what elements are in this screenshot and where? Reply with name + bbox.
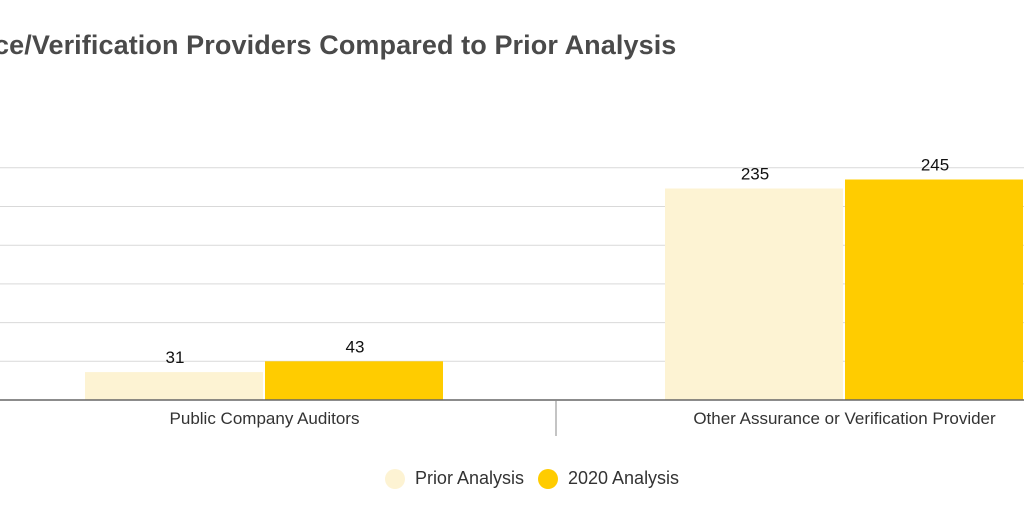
legend-swatch-2020-analysis (537, 468, 558, 489)
category-label-0: Public Company Auditors (170, 409, 360, 428)
data-label-prior-analysis-1: 235 (741, 165, 769, 184)
bar-prior-analysis-1[interactable] (665, 188, 843, 401)
gridlines (0, 167, 1024, 362)
bar-2020-analysis-0[interactable] (265, 361, 443, 400)
data-labels: 31 43 235 245 (166, 156, 950, 368)
legend: Prior Analysis 2020 Analysis (0, 468, 1024, 489)
data-label-2020-analysis-0: 43 (346, 337, 365, 356)
data-label-2020-analysis-1: 245 (921, 156, 949, 175)
legend-label-2020-analysis: 2020 Analysis (567, 468, 680, 488)
legend-item-prior-analysis[interactable]: Prior Analysis (384, 468, 524, 489)
category-label-1: Other Assurance or Verification Provider (693, 409, 996, 428)
data-label-prior-analysis-0: 31 (166, 348, 185, 367)
legend-swatch-prior-analysis (384, 468, 405, 489)
bar-prior-analysis-0[interactable] (85, 372, 263, 400)
legend-item-2020-analysis[interactable]: 2020 Analysis (537, 468, 680, 489)
legend-label-prior-analysis: Prior Analysis (414, 468, 524, 488)
bars (85, 179, 1023, 401)
x-axis: Public Company Auditors Other Assurance o… (0, 399, 1024, 436)
chart-title: ce/Verification Providers Compared to Pr… (0, 30, 677, 60)
bar-2020-analysis-1[interactable] (845, 179, 1023, 401)
